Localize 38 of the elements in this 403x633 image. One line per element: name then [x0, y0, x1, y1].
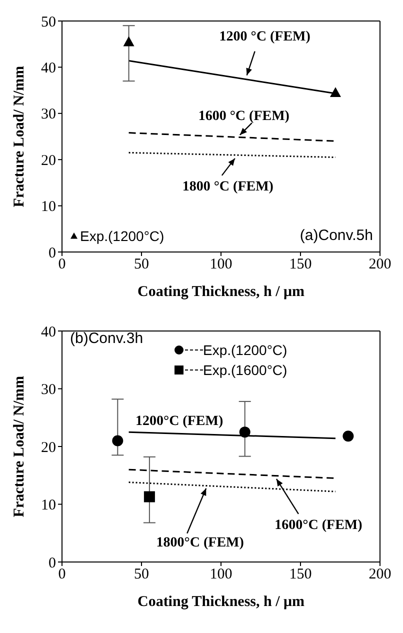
x-tick-label: 100 — [210, 256, 232, 273]
y-tick-label: 0 — [48, 555, 56, 572]
chart-title: (b)Conv.3h — [70, 330, 144, 347]
y-tick-label: 40 — [41, 324, 56, 340]
legend-label: Exp.(1200°C) — [80, 227, 164, 246]
point — [144, 491, 155, 502]
y-tick-label: 0 — [48, 245, 56, 262]
y-tick-label: 20 — [41, 152, 56, 169]
y-tick-label: 20 — [41, 440, 56, 456]
y-axis-title: Fracture Load/ N/mm — [11, 375, 28, 518]
point — [239, 426, 250, 438]
y-tick-label: 30 — [41, 106, 56, 123]
x-axis-title: Coating Thickness, h / μm — [137, 284, 306, 300]
annotation: 1200 °C (FEM) — [219, 29, 311, 44]
x-tick-label: 200 — [368, 256, 392, 273]
x-tick-label: 150 — [289, 256, 312, 273]
legend-label: Exp.(1200°C) — [203, 341, 288, 360]
point — [112, 435, 124, 446]
annotation: 1200°C (FEM) — [135, 414, 224, 430]
text: (a)Conv.5h — [300, 227, 373, 244]
annotation: 1600 °C (FEM) — [198, 108, 290, 124]
x-tick-label: 200 — [368, 566, 392, 583]
y-tick-label: 10 — [41, 199, 56, 216]
x-tick-label: 150 — [289, 566, 312, 583]
annotation: 1600°C (FEM) — [274, 518, 363, 533]
y-tick-label: 50 — [41, 14, 56, 30]
legend-label: Exp.(1600°C) — [203, 361, 288, 380]
point — [342, 430, 354, 442]
y-tick-label: 40 — [41, 60, 56, 77]
y-tick-label: 30 — [41, 382, 56, 398]
y-tick-label: 10 — [41, 498, 56, 514]
annotation: 1800°C (FEM) — [156, 535, 244, 550]
x-tick-label: 50 — [134, 566, 149, 583]
annotation: 1800 °C (FEM) — [182, 179, 274, 194]
x-tick-label: 100 — [210, 566, 232, 583]
x-tick-label: 50 — [134, 256, 149, 273]
x-axis-title: Coating Thickness, h / μm — [137, 594, 306, 610]
y-axis-title: Fracture Load/ N/mm — [11, 65, 28, 208]
